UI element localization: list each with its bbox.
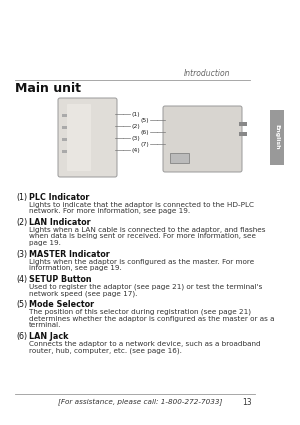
Text: (4): (4)	[131, 147, 140, 153]
Text: English: English	[274, 124, 280, 150]
Text: Lights when a LAN cable is connected to the adaptor, and flashes: Lights when a LAN cable is connected to …	[29, 227, 266, 232]
Text: determines whether the adaptor is configured as the master or as a: determines whether the adaptor is config…	[29, 315, 274, 321]
Text: (1): (1)	[16, 193, 27, 202]
Bar	[62, 113, 67, 116]
Bar	[62, 138, 67, 141]
Text: Lights when the adaptor is configured as the master. For more: Lights when the adaptor is configured as…	[29, 258, 254, 264]
FancyBboxPatch shape	[163, 106, 242, 172]
Text: The position of this selector during registration (see page 21): The position of this selector during reg…	[29, 309, 251, 315]
Bar	[62, 150, 67, 153]
Text: Connects the adaptor to a network device, such as a broadband: Connects the adaptor to a network device…	[29, 340, 261, 347]
Text: (6): (6)	[16, 332, 27, 341]
Text: (3): (3)	[16, 250, 27, 259]
Text: (4): (4)	[16, 275, 27, 284]
Bar	[62, 125, 67, 128]
FancyBboxPatch shape	[58, 98, 117, 177]
Text: [For assistance, please call: 1-800-272-7033]: [For assistance, please call: 1-800-272-…	[58, 398, 222, 405]
FancyBboxPatch shape	[169, 153, 188, 162]
Text: (7): (7)	[140, 142, 149, 147]
Text: (5): (5)	[16, 300, 27, 309]
Text: 13: 13	[242, 398, 252, 407]
Text: router, hub, computer, etc. (see page 16).: router, hub, computer, etc. (see page 16…	[29, 347, 182, 354]
Text: network. For more information, see page 19.: network. For more information, see page …	[29, 208, 190, 214]
Text: terminal.: terminal.	[29, 322, 62, 328]
Text: (2): (2)	[131, 124, 140, 128]
Text: (5): (5)	[140, 117, 149, 122]
Text: LAN Indicator: LAN Indicator	[29, 218, 91, 227]
Text: (6): (6)	[140, 130, 149, 134]
Text: (3): (3)	[131, 136, 140, 141]
Bar	[239, 122, 247, 126]
Text: Mode Selector: Mode Selector	[29, 300, 94, 309]
Text: (2): (2)	[16, 218, 27, 227]
Text: Main unit: Main unit	[15, 82, 81, 95]
Text: SETUP Button: SETUP Button	[29, 275, 92, 284]
Text: when data is being sent or received. For more information, see: when data is being sent or received. For…	[29, 233, 256, 239]
Text: PLC Indicator: PLC Indicator	[29, 193, 89, 202]
Bar	[239, 132, 247, 136]
Text: page 19.: page 19.	[29, 240, 61, 246]
Text: LAN Jack: LAN Jack	[29, 332, 68, 341]
Text: MASTER Indicator: MASTER Indicator	[29, 250, 110, 259]
Text: Used to register the adaptor (see page 21) or test the terminal's: Used to register the adaptor (see page 2…	[29, 283, 262, 290]
Text: network speed (see page 17).: network speed (see page 17).	[29, 290, 137, 297]
Text: Lights to indicate that the adaptor is connected to the HD-PLC: Lights to indicate that the adaptor is c…	[29, 201, 254, 207]
Text: Introduction: Introduction	[184, 69, 230, 78]
Bar	[270, 110, 284, 165]
Text: information, see page 19.: information, see page 19.	[29, 265, 122, 271]
FancyBboxPatch shape	[67, 104, 91, 171]
Text: (1): (1)	[131, 111, 140, 116]
